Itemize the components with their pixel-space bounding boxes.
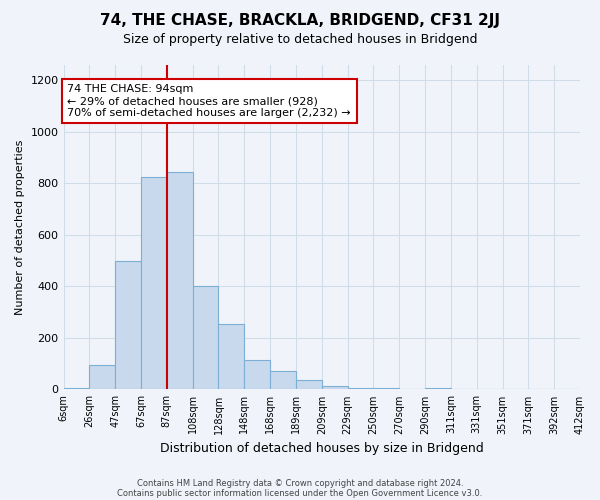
- Text: 74 THE CHASE: 94sqm
← 29% of detached houses are smaller (928)
70% of semi-detac: 74 THE CHASE: 94sqm ← 29% of detached ho…: [67, 84, 351, 117]
- Bar: [244, 360, 270, 390]
- Text: Contains HM Land Registry data © Crown copyright and database right 2024.: Contains HM Land Registry data © Crown c…: [137, 478, 463, 488]
- X-axis label: Distribution of detached houses by size in Bridgend: Distribution of detached houses by size …: [160, 442, 484, 455]
- Bar: [193, 286, 218, 390]
- Bar: [167, 172, 193, 390]
- Bar: [322, 386, 347, 390]
- Bar: [218, 324, 244, 390]
- Bar: [89, 365, 115, 390]
- Y-axis label: Number of detached properties: Number of detached properties: [15, 140, 25, 315]
- Text: 74, THE CHASE, BRACKLA, BRIDGEND, CF31 2JJ: 74, THE CHASE, BRACKLA, BRIDGEND, CF31 2…: [100, 12, 500, 28]
- Bar: [296, 380, 322, 390]
- Text: Size of property relative to detached houses in Bridgend: Size of property relative to detached ho…: [123, 32, 477, 46]
- Bar: [347, 388, 373, 390]
- Text: Contains public sector information licensed under the Open Government Licence v3: Contains public sector information licen…: [118, 488, 482, 498]
- Bar: [270, 372, 296, 390]
- Bar: [64, 388, 89, 390]
- Bar: [141, 177, 167, 390]
- Bar: [425, 388, 451, 390]
- Bar: [115, 260, 141, 390]
- Bar: [373, 388, 399, 390]
